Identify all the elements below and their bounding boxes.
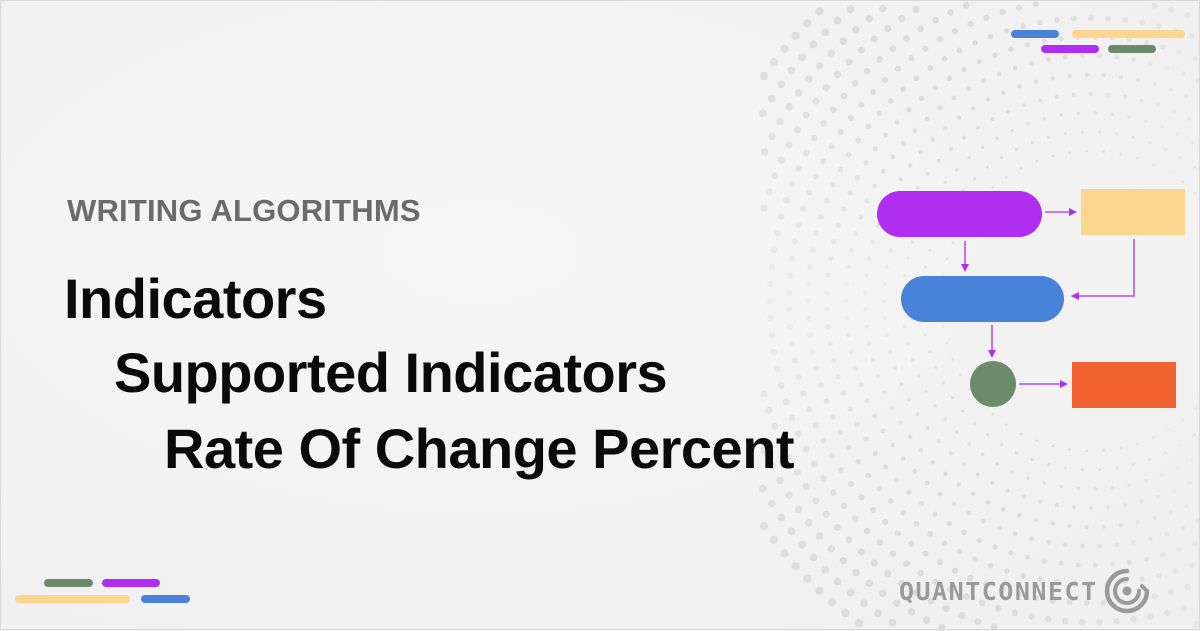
decor-pill-blue-bottom: [141, 595, 190, 603]
flow-node-blue: [901, 276, 1064, 322]
flow-arrow: [1071, 239, 1135, 300]
decor-pill-purple-top: [1041, 45, 1099, 53]
section-label: WRITING ALGORITHMS: [67, 193, 421, 228]
flow-node-yellow: [1081, 189, 1185, 235]
flow-node-purple: [877, 191, 1042, 237]
decor-pill-green-bottom: [44, 579, 93, 587]
decor-pill-green-top: [1108, 45, 1156, 53]
page-title: Rate Of Change Percent: [164, 417, 795, 480]
decor-pill-yellow-bottom: [15, 595, 130, 603]
flow-node-green-circle: [970, 361, 1016, 407]
breadcrumb-level-1: Indicators: [64, 267, 327, 330]
decor-pill-yellow-top: [1072, 30, 1185, 38]
decor-pill-blue-top: [1011, 30, 1059, 38]
quantconnect-logo-icon: [1104, 568, 1149, 614]
decor-pill-purple-bottom: [102, 579, 160, 587]
breadcrumb-level-2: Supported Indicators: [114, 341, 668, 404]
flow-node-orange: [1072, 362, 1176, 408]
brand-name: QUANTCONNECT: [899, 576, 1098, 606]
brand-lockup: QUANTCONNECT: [899, 566, 1152, 616]
